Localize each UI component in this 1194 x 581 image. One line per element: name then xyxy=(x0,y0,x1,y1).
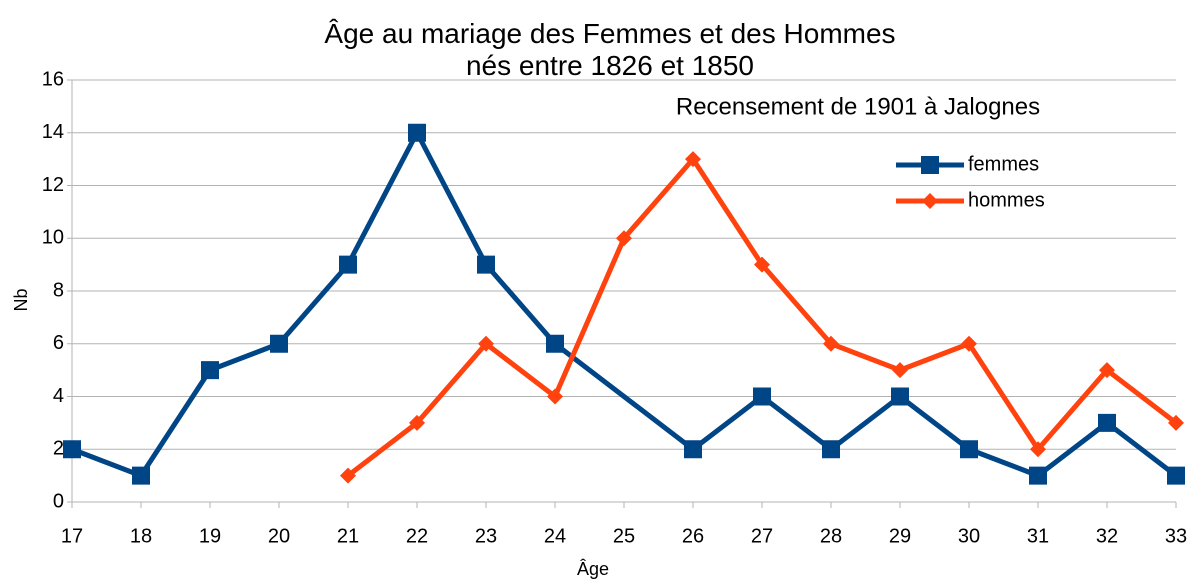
x-tick-label: 19 xyxy=(199,525,221,547)
data-point xyxy=(754,256,770,273)
data-point xyxy=(753,387,771,406)
legend-label: femmes xyxy=(968,153,1039,175)
data-point xyxy=(891,387,909,406)
data-point xyxy=(409,414,425,431)
x-tick-label: 26 xyxy=(682,525,704,547)
x-tick-label: 22 xyxy=(406,525,428,547)
data-point xyxy=(1098,413,1116,432)
data-point xyxy=(892,362,908,379)
x-tick-label: 30 xyxy=(958,525,980,547)
data-point xyxy=(1030,441,1046,458)
data-point xyxy=(1099,362,1115,379)
x-tick-label: 17 xyxy=(61,525,83,547)
y-tick-label: 10 xyxy=(42,227,64,249)
x-tick-label: 24 xyxy=(544,525,566,547)
data-point xyxy=(616,230,632,247)
legend-marker xyxy=(921,156,939,174)
y-tick-label: 12 xyxy=(42,174,64,196)
y-axis-label: Nb xyxy=(11,288,31,311)
y-tick-label: 16 xyxy=(42,68,64,90)
y-tick-label: 8 xyxy=(53,279,64,301)
chart-subtitle: Recensement de 1901 à Jalognes xyxy=(676,93,1040,120)
data-point xyxy=(1168,414,1184,431)
legend-marker xyxy=(922,193,938,209)
data-point xyxy=(546,334,564,353)
x-tick-label: 23 xyxy=(475,525,497,547)
x-axis-label: Âge xyxy=(577,559,609,579)
data-point xyxy=(684,440,702,459)
x-tick-label: 31 xyxy=(1027,525,1049,547)
y-tick-label: 14 xyxy=(42,121,64,143)
x-tick-label: 21 xyxy=(337,525,359,547)
x-tick-label: 29 xyxy=(889,525,911,547)
y-tick-label: 6 xyxy=(53,332,64,354)
x-tick-label: 32 xyxy=(1096,525,1118,547)
data-point xyxy=(477,255,495,274)
x-tick-label: 20 xyxy=(268,525,290,547)
data-point xyxy=(201,361,219,380)
chart-title: Âge au mariage des Femmes et des Hommes … xyxy=(324,18,896,81)
data-point xyxy=(960,440,978,459)
data-point xyxy=(478,335,494,352)
x-tick-label: 18 xyxy=(130,525,152,547)
data-point xyxy=(408,123,426,142)
data-point xyxy=(339,255,357,274)
data-point xyxy=(340,467,356,484)
y-tick-label: 2 xyxy=(53,438,64,460)
y-tick-label: 0 xyxy=(53,490,64,512)
data-point xyxy=(685,151,701,168)
data-point xyxy=(1167,466,1185,485)
data-point xyxy=(1029,466,1047,485)
data-point xyxy=(547,388,563,405)
y-tick-label: 4 xyxy=(53,385,64,407)
data-point xyxy=(63,440,81,459)
series-line xyxy=(71,130,1178,479)
series-line xyxy=(346,156,1178,478)
data-point xyxy=(961,335,977,352)
x-tick-label: 25 xyxy=(613,525,635,547)
x-tick-label: 28 xyxy=(820,525,842,547)
data-point xyxy=(822,440,840,459)
x-tick-label: 27 xyxy=(751,525,773,547)
data-point xyxy=(132,466,150,485)
data-point xyxy=(270,334,288,353)
legend-label: hommes xyxy=(968,189,1045,211)
x-tick-label: 33 xyxy=(1165,525,1187,547)
data-point xyxy=(823,335,839,352)
